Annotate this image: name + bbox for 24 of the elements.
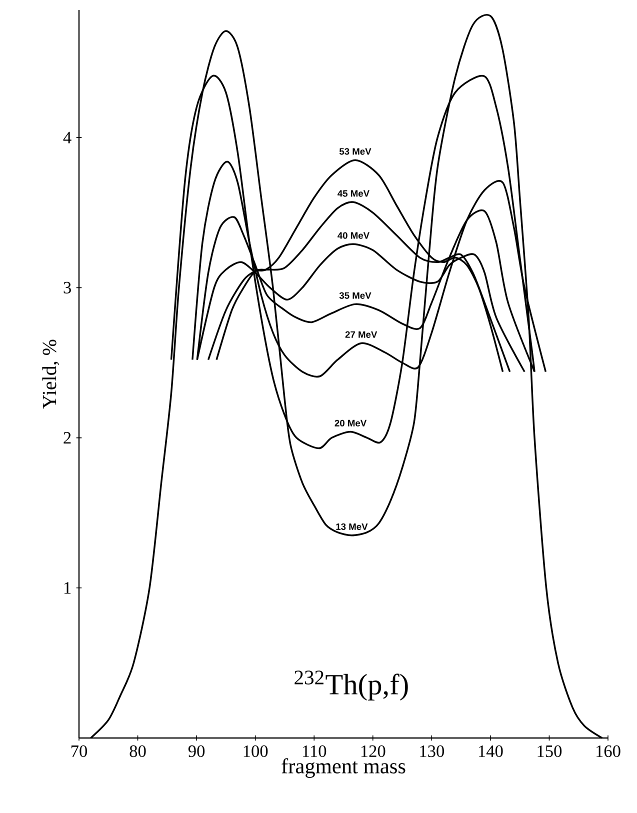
y-tick-label: 1 — [64, 582, 71, 594]
series-label: 35 MeV — [339, 292, 372, 299]
series-label: 13 MeV — [336, 523, 368, 530]
x-tick-label: 160 — [596, 745, 620, 758]
y-tick-label: 3 — [64, 282, 71, 294]
x-tick-label: 120 — [361, 745, 386, 758]
x-tick-label: 100 — [244, 745, 268, 758]
series-label: 53 MeV — [339, 148, 372, 155]
y-tick-label: 2 — [64, 432, 71, 444]
x-tick-label: 110 — [302, 745, 326, 758]
x-tick-label: 130 — [420, 745, 444, 758]
series-label: 27 MeV — [345, 331, 378, 338]
annotation: $^{232}$Th(p,f) — [294, 670, 408, 701]
x-tick-label: 80 — [130, 745, 146, 758]
x-tick-label: 70 — [71, 745, 88, 758]
y-tick-label: 4 — [63, 132, 72, 144]
x-axis-title: fragment mass — [282, 758, 406, 778]
series-label: 20 MeV — [334, 420, 367, 426]
x-tick-label: 140 — [478, 745, 503, 758]
series-label: 45 MeV — [338, 190, 370, 197]
x-tick-label: 90 — [188, 745, 205, 758]
series-label: 40 MeV — [338, 232, 370, 239]
x-tick-label: 150 — [538, 745, 562, 758]
y-axis-title: Yield, % — [42, 340, 60, 409]
